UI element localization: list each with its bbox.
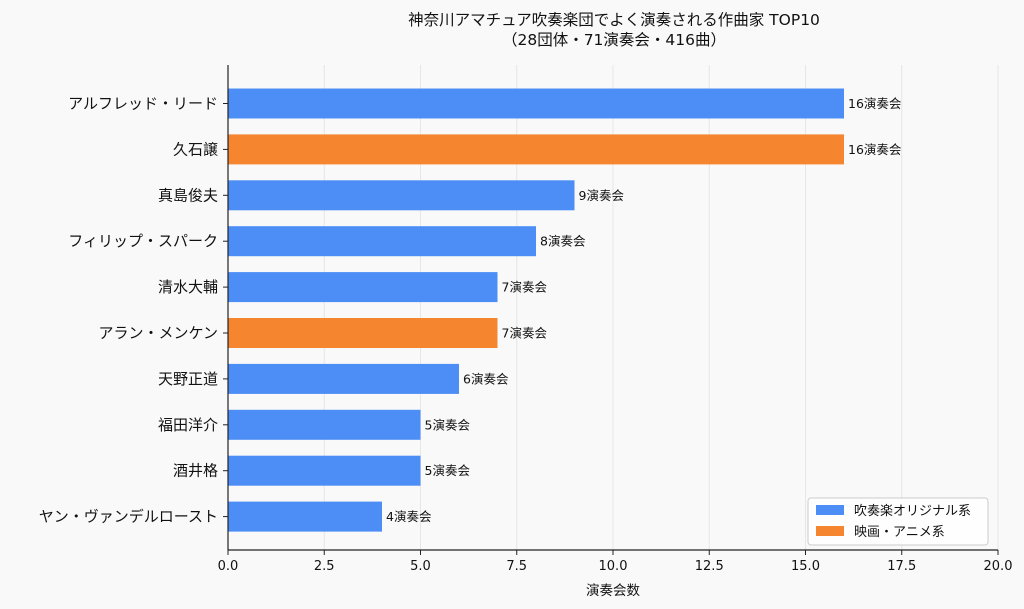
data-label: 6演奏会 (463, 371, 509, 386)
bars (228, 88, 844, 532)
bar (228, 134, 844, 165)
bar (228, 88, 844, 119)
data-label: 8演奏会 (540, 234, 586, 249)
data-label: 7演奏会 (502, 280, 548, 295)
x-tick-label: 7.5 (506, 559, 527, 574)
y-tick-label: 酒井格 (173, 462, 218, 480)
y-tick-label: 清水大輔 (158, 278, 218, 296)
legend-swatch-original (816, 505, 844, 515)
y-tick-label: フィリップ・スパーク (68, 232, 218, 250)
chart-title: 神奈川アマチュア吹奏楽団でよく演奏される作曲家 TOP10 (408, 11, 820, 29)
bar (228, 409, 421, 440)
x-tick-label: 0.0 (218, 559, 239, 574)
labels: 0.0 2.5 5.0 7.5 10.0 12.5 15.0 17.5 20.0 アルフレッド・リ… (39, 95, 1013, 575)
legend-label-original: 吹奏楽オリジナル系 (854, 503, 971, 519)
bar (228, 318, 498, 348)
y-tick-label: ヤン・ヴァンデルロースト (39, 508, 218, 526)
data-label: 4演奏会 (386, 509, 432, 524)
y-tick-label: 久石譲 (173, 140, 218, 158)
legend: 吹奏楽オリジナル系 映画・アニメ系 (807, 497, 989, 546)
bar (228, 272, 498, 303)
data-label: 9演奏会 (579, 188, 625, 203)
data-label: 7演奏会 (502, 326, 548, 341)
x-tick-label: 15.0 (791, 559, 820, 574)
data-label: 16演奏会 (848, 96, 902, 111)
axes (223, 65, 999, 555)
x-axis-label: 演奏会数 (586, 583, 640, 599)
x-tick-label: 2.5 (314, 559, 335, 574)
y-tick-label: アルフレッド・リード (68, 95, 218, 113)
data-label: 16演奏会 (848, 142, 902, 157)
data-label: 5演奏会 (425, 417, 471, 432)
x-tick-label: 10.0 (599, 559, 628, 574)
legend-box (807, 497, 989, 546)
y-tick-label: 天野正道 (158, 370, 218, 388)
bar (228, 226, 536, 257)
bar (228, 363, 459, 394)
y-tick-label: 真島俊夫 (158, 186, 218, 204)
bar (228, 501, 382, 532)
legend-label-movie: 映画・アニメ系 (854, 525, 945, 540)
y-tick-label: アラン・メンケン (98, 324, 218, 342)
x-tick-label: 20.0 (984, 559, 1013, 574)
chart-subtitle: （28団体・71演奏会・416曲） (502, 31, 726, 49)
y-tick-label: 福田洋介 (158, 416, 218, 434)
x-tick-label: 12.5 (695, 559, 724, 574)
legend-swatch-movie (816, 526, 844, 536)
data-label: 5演奏会 (425, 463, 471, 478)
bar (228, 180, 575, 211)
bar (228, 455, 421, 486)
x-tick-label: 17.5 (887, 559, 916, 574)
x-tick-label: 5.0 (410, 559, 431, 574)
